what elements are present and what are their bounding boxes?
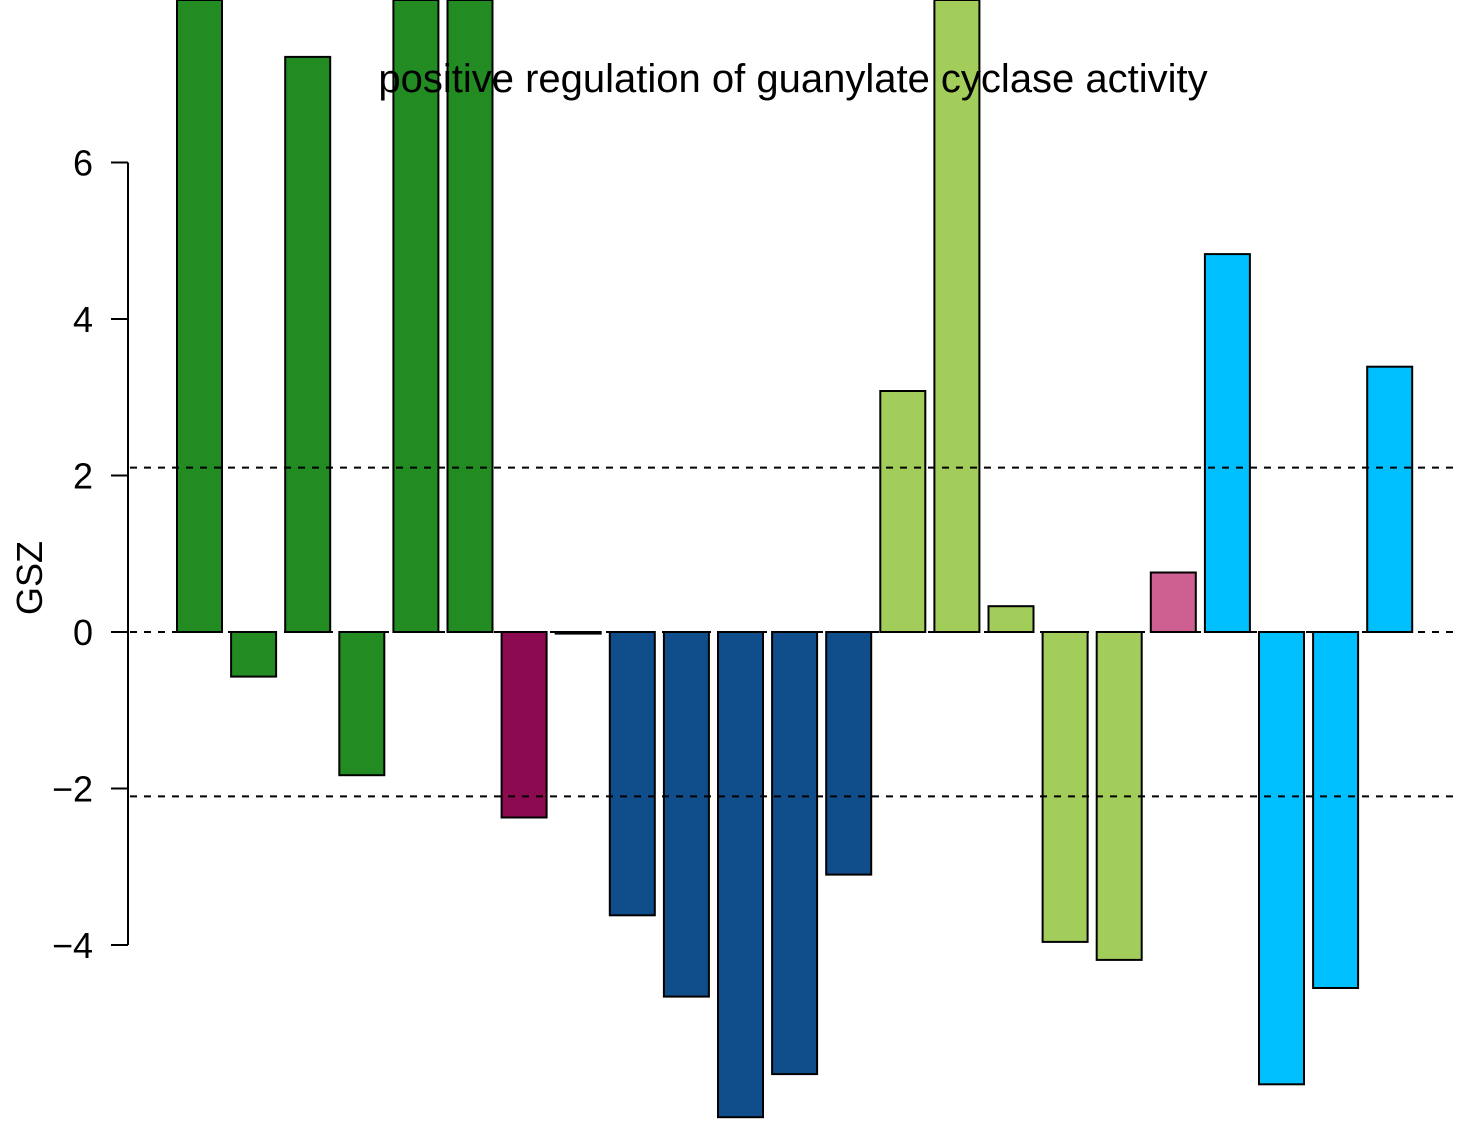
bar: [987, 605, 1035, 634]
bar: [338, 631, 386, 777]
bar: [1258, 631, 1305, 1086]
chart-title: positive regulation of guanylate cyclase…: [378, 57, 1207, 101]
bar: [717, 631, 764, 1119]
y-axis: −4 −2 0 2 4 6: [52, 143, 129, 966]
y-tick-label: −2: [52, 769, 93, 810]
bar: [825, 631, 873, 876]
y-tick-label: −4: [52, 925, 93, 966]
y-tick-label: 6: [73, 143, 93, 184]
y-tick-label: 2: [73, 456, 93, 497]
threshold-lines: [130, 466, 1458, 798]
bar: [608, 631, 656, 917]
bar: [500, 631, 548, 819]
bar: [1149, 571, 1197, 633]
bar: [1312, 631, 1360, 989]
bar: [284, 55, 332, 633]
bar: [662, 631, 710, 998]
bar: [1366, 365, 1414, 633]
bar: [446, 0, 494, 633]
bar: [879, 390, 927, 633]
bar: [1041, 631, 1089, 943]
bar: [230, 631, 278, 678]
y-tick-label: 0: [73, 612, 93, 653]
bar: [176, 0, 223, 633]
bar: [771, 631, 819, 1076]
bar: [1095, 631, 1143, 961]
bar: [392, 0, 440, 633]
y-axis-label: GSZ: [9, 541, 50, 615]
bars: [176, 0, 1414, 1119]
y-tick-label: 4: [73, 299, 93, 340]
bar: [1203, 253, 1251, 633]
